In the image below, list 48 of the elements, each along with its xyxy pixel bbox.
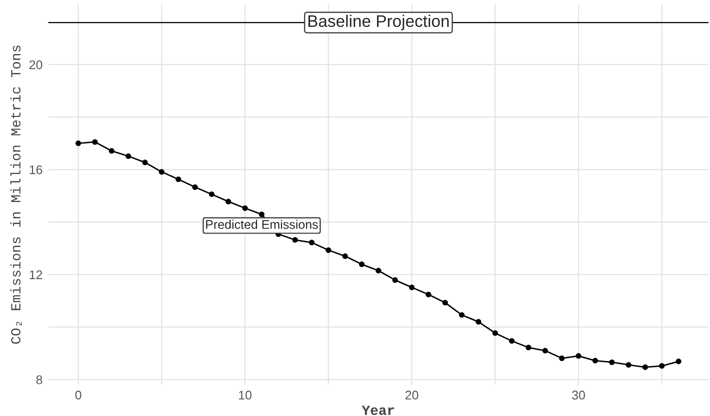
- point: [642, 364, 648, 370]
- point: [409, 284, 415, 290]
- point: [92, 139, 98, 145]
- x-tick-label: 20: [405, 390, 418, 400]
- point: [676, 358, 682, 364]
- point: [142, 160, 148, 166]
- point: [426, 292, 432, 298]
- point: [242, 205, 248, 211]
- y-tick-label: 8: [36, 375, 42, 384]
- point: [308, 240, 315, 246]
- annotation: Predicted Emissions: [206, 220, 318, 229]
- point: [192, 184, 198, 190]
- point: [476, 319, 482, 325]
- point: [509, 338, 515, 344]
- point: [659, 363, 665, 369]
- y-tick-label: 12: [30, 270, 42, 280]
- y-tick-label: 16: [30, 165, 42, 174]
- point: [459, 312, 465, 318]
- point: [542, 348, 548, 354]
- point: [492, 330, 498, 336]
- point: [226, 198, 232, 204]
- point: [126, 153, 132, 159]
- point: [258, 212, 264, 218]
- point: [342, 253, 348, 259]
- point: [392, 277, 398, 283]
- point: [158, 169, 164, 175]
- point: [626, 362, 632, 368]
- point: [609, 359, 615, 365]
- point: [76, 140, 82, 146]
- point: [108, 148, 114, 154]
- y-axis-title: CO₂ Emissions in Million Metric Tons: [10, 46, 22, 344]
- point: [292, 237, 298, 243]
- point: [176, 176, 182, 182]
- point: [592, 358, 598, 364]
- point: [559, 356, 565, 362]
- point: [376, 268, 382, 274]
- point: [358, 262, 365, 268]
- ref-line-label: Baseline Projection: [308, 14, 449, 30]
- point: [326, 247, 332, 253]
- x-axis-title: Year: [362, 406, 394, 415]
- x-tick-label: 30: [572, 390, 585, 400]
- x-tick-label: 0: [75, 390, 82, 400]
- point: [526, 344, 532, 350]
- point: [442, 300, 448, 306]
- point: [208, 191, 214, 197]
- point: [576, 353, 582, 359]
- x-tick-label: 10: [239, 390, 252, 400]
- y-tick-label: 20: [29, 60, 42, 70]
